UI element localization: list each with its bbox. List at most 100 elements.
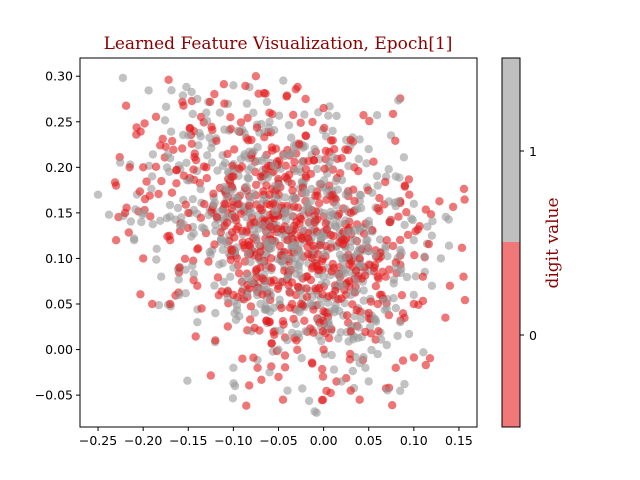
- scatter-point-digit-1: [249, 225, 259, 234]
- scatter-point-digit-1: [298, 384, 307, 393]
- scatter-point-digit-1: [162, 163, 172, 172]
- scatter-point-digit-1: [173, 203, 183, 213]
- scatter-point-digit-1: [319, 272, 328, 281]
- scatter-point-digit-1: [284, 224, 294, 233]
- scatter-point-digit-1: [203, 151, 212, 160]
- scatter-point-digit-0: [411, 227, 420, 236]
- scatter-point-digit-1: [188, 195, 197, 204]
- scatter-point-digit-0: [164, 75, 173, 85]
- scatter-point-digit-0: [385, 217, 394, 227]
- scatter-point-digit-0: [270, 330, 279, 339]
- scatter-point-digit-0: [279, 320, 288, 329]
- scatter-point-digit-0: [254, 89, 263, 98]
- scatter-point-digit-1: [211, 226, 220, 236]
- scatter-point-digit-1: [368, 188, 377, 197]
- scatter-point-digit-0: [345, 355, 355, 364]
- scatter-point-digit-1: [293, 306, 302, 315]
- scatter-point-digit-0: [402, 208, 411, 217]
- scatter-point-digit-1: [249, 108, 258, 118]
- scatter-point-digit-0: [320, 123, 329, 133]
- scatter-point-digit-1: [194, 141, 203, 150]
- scatter-point-digit-1: [126, 217, 135, 226]
- scatter-point-digit-0: [202, 163, 211, 172]
- scatter-point-digit-1: [118, 73, 128, 83]
- scatter-point-digit-0: [265, 318, 274, 327]
- x-tick-label: −0.10: [214, 433, 252, 448]
- scatter-point-digit-0: [351, 266, 361, 275]
- scatter-point-digit-0: [346, 327, 355, 336]
- scatter-point-digit-0: [217, 287, 226, 296]
- scatter-point-digit-1: [204, 210, 213, 220]
- scatter-point-digit-1: [287, 149, 297, 158]
- scatter-point-digit-0: [309, 328, 318, 337]
- colorbar-label: digit value: [543, 197, 563, 288]
- scatter-point-digit-0: [121, 101, 131, 110]
- scatter-point-digit-0: [301, 172, 310, 181]
- scatter-point-digit-1: [301, 187, 310, 197]
- colorbar: 1 0 digit value: [501, 57, 563, 428]
- scatter-point-digit-1: [391, 172, 400, 181]
- scatter-point-digit-1: [215, 260, 224, 269]
- scatter-point-digit-0: [181, 200, 190, 209]
- scatter-point-digit-1: [373, 181, 382, 190]
- scatter-point-digit-1: [287, 133, 296, 142]
- scatter-point-digit-1: [261, 305, 271, 314]
- scatter-point-digit-1: [262, 97, 272, 107]
- scatter-point-digit-0: [304, 156, 313, 166]
- scatter-point-digit-0: [266, 222, 275, 231]
- scatter-point-digit-1: [160, 116, 170, 125]
- scatter-point-digit-1: [400, 220, 409, 230]
- scatter-point-digit-1: [373, 349, 382, 359]
- scatter-point-digit-0: [296, 118, 305, 128]
- scatter-point-digit-0: [124, 228, 133, 237]
- scatter-point-digit-1: [371, 315, 380, 325]
- scatter-point-digit-0: [226, 255, 235, 265]
- scatter-point-digit-0: [459, 272, 468, 281]
- scatter-point-digit-1: [372, 171, 382, 181]
- scatter-point-digit-0: [172, 179, 181, 188]
- scatter-point-digit-1: [346, 243, 355, 252]
- scatter-point-digit-0: [261, 164, 271, 173]
- scatter-point-digit-1: [359, 296, 368, 305]
- scatter-point-digit-1: [202, 108, 211, 117]
- x-tick-label: −0.15: [169, 433, 207, 448]
- scatter-point-digit-1: [229, 379, 238, 388]
- y-tick-label: 0.10: [45, 251, 73, 266]
- y-tick-label: 0.05: [45, 297, 73, 312]
- scatter-point-digit-0: [167, 188, 177, 197]
- x-axis: −0.25 −0.20 −0.15 −0.10 −0.05 0.00 0.05 0.10 0.1…: [79, 427, 473, 448]
- scatter-point-digit-1: [372, 111, 382, 120]
- scatter-point-digit-1: [207, 158, 217, 167]
- scatter-point-digit-0: [229, 290, 238, 300]
- scatter-point-digit-1: [297, 353, 306, 363]
- scatter-point-digit-1: [364, 226, 373, 236]
- scatter-point-digit-0: [326, 243, 336, 252]
- scatter-point-digit-0: [441, 313, 450, 322]
- scatter-point-digit-0: [178, 97, 187, 107]
- scatter-point-digit-0: [154, 189, 163, 199]
- scatter-point-digit-0: [293, 345, 302, 354]
- scatter-point-digit-0: [261, 89, 270, 98]
- scatter-point-digit-1: [423, 222, 432, 231]
- scatter-point-digit-0: [228, 161, 237, 170]
- scatter-point-digit-1: [319, 208, 328, 218]
- scatter-point-digit-0: [318, 327, 328, 336]
- scatter-point-digit-0: [318, 290, 327, 299]
- scatter-point-digit-0: [262, 181, 271, 190]
- scatter-point-digit-0: [204, 257, 213, 266]
- scatter-point-digit-1: [229, 81, 238, 90]
- scatter-point-digit-1: [396, 386, 405, 395]
- scatter-point-digit-0: [334, 295, 343, 304]
- scatter-point-digit-0: [278, 395, 288, 404]
- scatter-point-digit-1: [196, 184, 205, 194]
- scatter-point-digit-1: [404, 329, 414, 339]
- scatter-point-digit-1: [337, 175, 347, 185]
- scatter-point-digit-0: [321, 146, 331, 156]
- scatter-point-digit-0: [421, 205, 430, 214]
- scatter-point-digit-0: [424, 239, 433, 249]
- scatter-point-digit-0: [405, 190, 414, 199]
- scatter-point-digit-0: [355, 254, 364, 263]
- scatter-point-digit-0: [223, 149, 232, 159]
- scatter-point-digit-0: [322, 386, 331, 396]
- scatter-point-digit-1: [343, 188, 353, 197]
